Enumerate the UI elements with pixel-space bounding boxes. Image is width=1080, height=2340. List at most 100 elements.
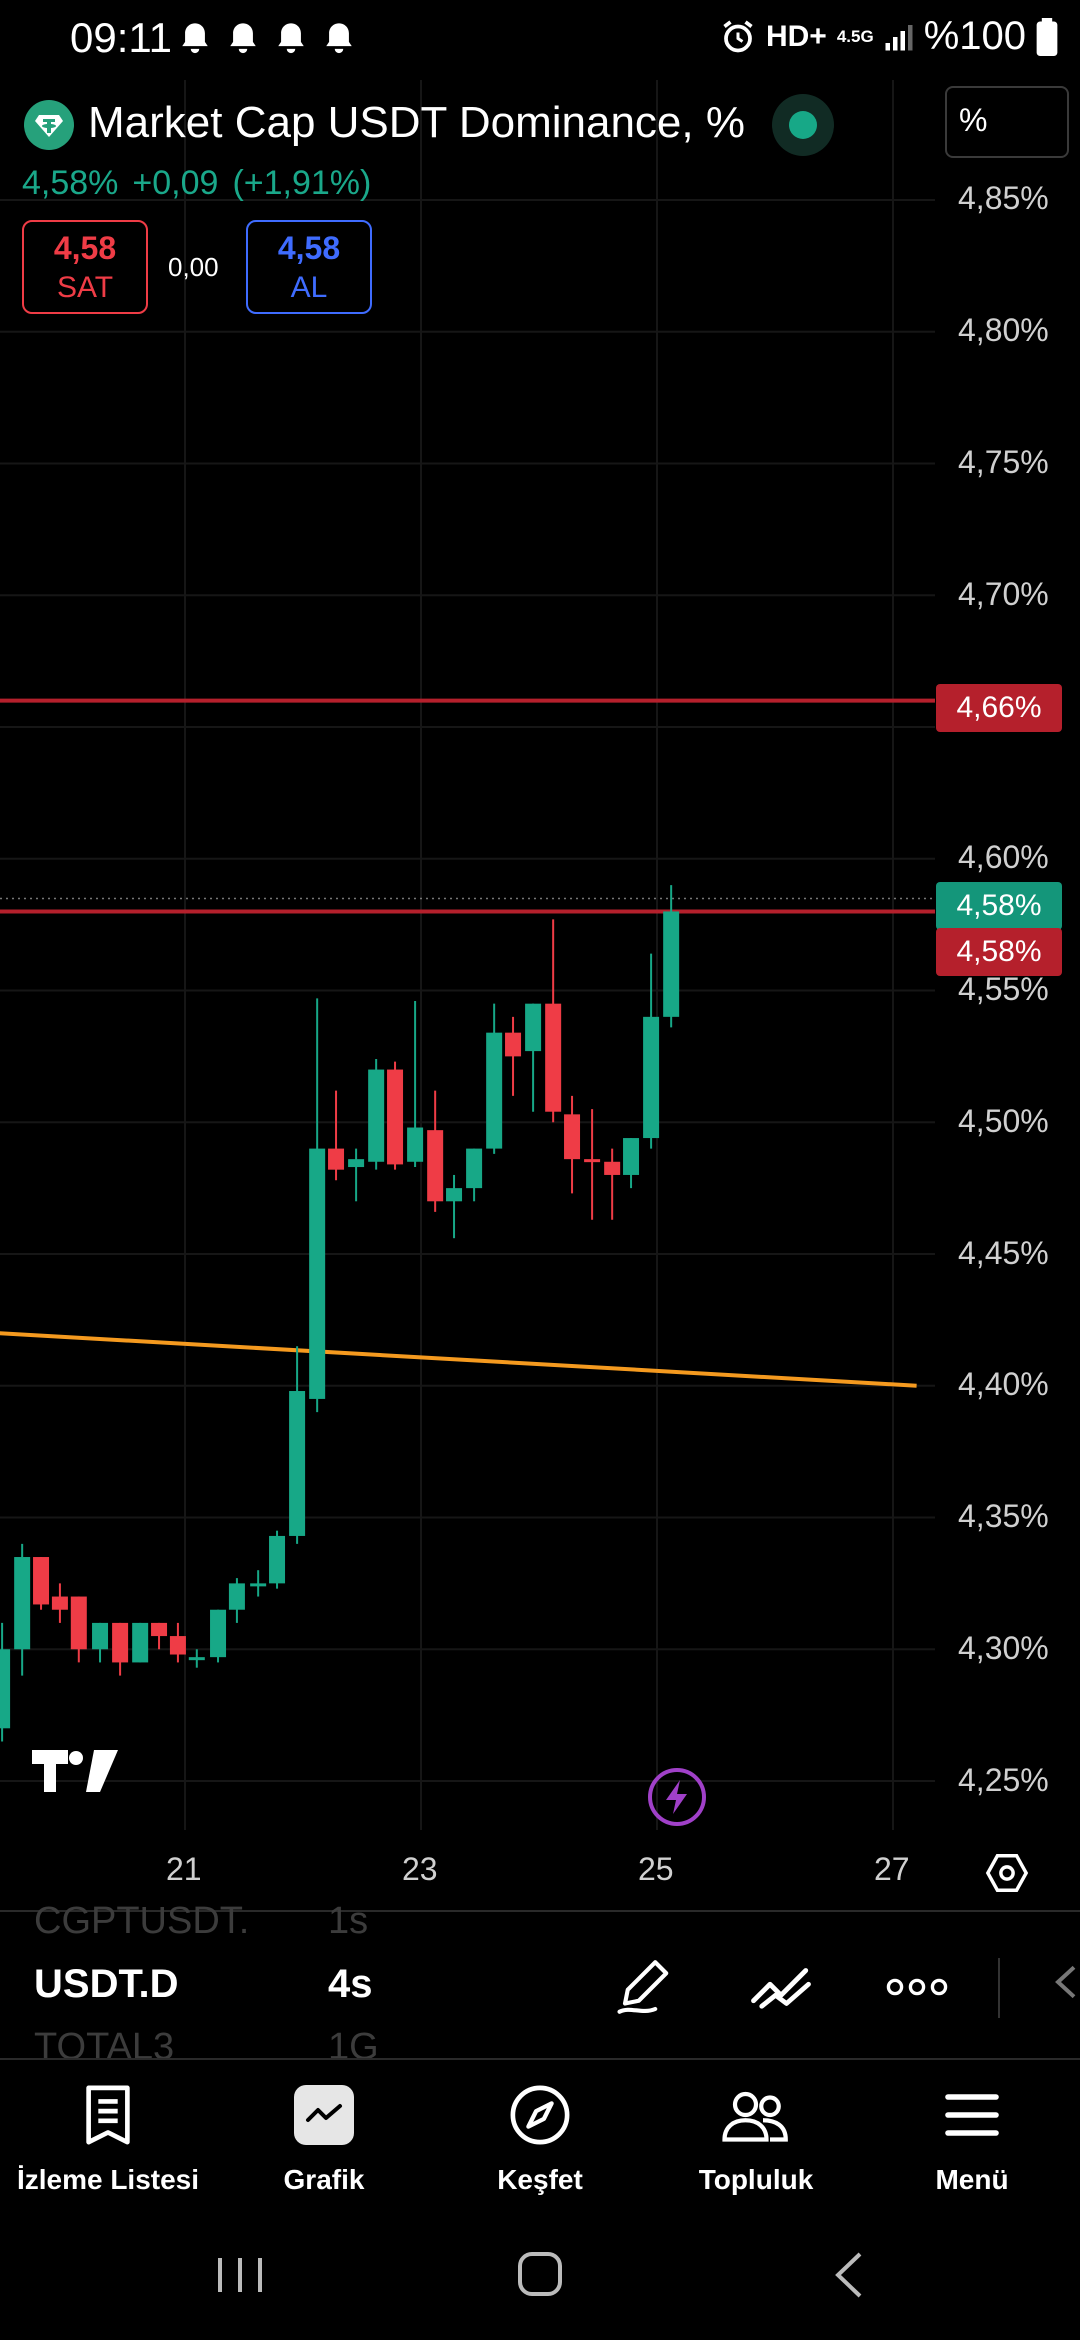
candle-body: [14, 1557, 31, 1650]
candle-body: [92, 1622, 109, 1650]
status-bar: 09:11 HD+ 4.5G %100: [0, 0, 1080, 82]
y-tick-label: 4,45%: [958, 1235, 1049, 1271]
candle-body: [663, 911, 680, 1017]
alarm-icon: [723, 20, 753, 52]
signal-icon: [885, 24, 913, 50]
y-tick-label: 4,35%: [958, 1498, 1049, 1534]
candle-body: [328, 1148, 345, 1170]
watchlist-icon: [86, 2085, 130, 2145]
nav-item-watchlist[interactable]: İzleme Listesi: [0, 2070, 216, 2210]
buy-button[interactable]: 4,58 AL: [246, 220, 372, 314]
picker-prev-symbol[interactable]: CGPTUSDT.: [34, 1900, 250, 1942]
candle-body: [112, 1622, 129, 1663]
sell-button[interactable]: 4,58 SAT: [22, 220, 148, 314]
candle-body: [51, 1596, 68, 1610]
battery-level: %100: [923, 14, 1026, 58]
x-tick-label: 23: [402, 1851, 438, 1887]
buy-price: 4,58: [277, 230, 341, 266]
candle-body: [250, 1583, 267, 1587]
candle-body: [368, 1069, 385, 1162]
candle-body: [486, 1032, 503, 1149]
nav-item-community[interactable]: Topluluk: [648, 2070, 864, 2210]
candle-body: [584, 1159, 601, 1163]
chart-icon: [306, 2104, 342, 2122]
y-tick-label: 4,75%: [958, 444, 1049, 480]
bell-icon: [278, 23, 304, 54]
y-tick-label: 4,25%: [958, 1762, 1049, 1798]
compass-icon: [510, 2085, 570, 2145]
notification-icons: [178, 20, 356, 58]
candle-body: [643, 1016, 660, 1139]
candle-body: [446, 1188, 463, 1202]
candle-body: [289, 1391, 306, 1536]
nav-label: Topluluk: [698, 2164, 814, 2195]
nav-item-menu[interactable]: Menü: [864, 2070, 1080, 2210]
y-tick-label: 4,30%: [958, 1630, 1049, 1666]
candle-body: [604, 1161, 621, 1175]
lightning-icon[interactable]: [646, 1766, 708, 1828]
bell-icon: [326, 23, 352, 54]
picker-current-symbol[interactable]: USDT.D: [34, 1962, 179, 2006]
trendline: [0, 1331, 917, 1388]
candle-body: [228, 1583, 245, 1610]
candle-body: [0, 1649, 11, 1729]
y-tick-label: 4,85%: [958, 180, 1049, 216]
candle-body: [525, 1003, 542, 1052]
tether-logo: [24, 100, 74, 150]
nav-label: Grafik: [283, 2164, 365, 2195]
battery-icon: [1036, 17, 1058, 56]
tradingview-logo: [32, 1750, 118, 1792]
bell-icon: [182, 23, 208, 54]
candle-body: [210, 1609, 227, 1658]
candle-body: [33, 1557, 50, 1605]
pencil-icon[interactable]: [614, 1954, 680, 2020]
price-change: +0,09: [132, 164, 219, 202]
last-price-tag: 4,58%: [936, 882, 1062, 930]
candle-body: [309, 1148, 326, 1399]
alert-line-tag[interactable]: 4,66%: [936, 684, 1062, 732]
picker-next-symbol[interactable]: TOTAL3: [34, 2026, 175, 2068]
chevron-left-icon[interactable]: [1052, 1962, 1080, 2002]
recent-apps-icon[interactable]: [190, 2240, 290, 2310]
candle-body: [151, 1622, 168, 1637]
y-tick-label: 4,50%: [958, 1103, 1049, 1139]
picker-next-interval[interactable]: 1G: [328, 2026, 379, 2068]
candle-body: [348, 1159, 365, 1168]
market-status-indicator[interactable]: [772, 94, 834, 156]
nav-label: Menü: [935, 2164, 1009, 2195]
spread-value: 0,00: [168, 252, 219, 282]
nav-item-explore[interactable]: Keşfet: [432, 2070, 648, 2210]
price-summary: 4,58% +0,09 (+1,91%): [22, 164, 385, 203]
picker-current-interval[interactable]: 4s: [328, 1962, 373, 2006]
status-time: 09:11: [70, 14, 172, 61]
x-tick-label: 25: [638, 1851, 674, 1887]
y-tick-label: 4,80%: [958, 312, 1049, 348]
nav-label: İzleme Listesi: [16, 2164, 200, 2195]
picker-prev-interval[interactable]: 1s: [328, 1900, 369, 1942]
alert-line-tag[interactable]: 4,58%: [936, 928, 1062, 976]
sell-label: SAT: [56, 271, 114, 304]
chart-settings-icon[interactable]: [984, 1850, 1030, 1896]
y-tick-label: 4,60%: [958, 839, 1049, 875]
net-type-label: 4.5G: [836, 26, 874, 46]
network-label: HD+: [765, 19, 827, 53]
back-icon[interactable]: [800, 2240, 900, 2310]
x-tick-label: 21: [166, 1851, 202, 1887]
trend-tools-icon[interactable]: [748, 1954, 814, 2020]
symbol-title[interactable]: Market Cap USDT Dominance, %: [88, 98, 745, 147]
candle-body: [623, 1138, 640, 1175]
unit-toggle-button[interactable]: %: [945, 86, 1069, 158]
x-tick-label: 27: [874, 1851, 910, 1887]
candle-body: [188, 1657, 205, 1661]
nav-item-chart[interactable]: Grafik: [216, 2070, 432, 2210]
toolbar-separator: [998, 1958, 1000, 2018]
price-change-pct: (+1,91%): [232, 164, 372, 202]
menu-icon: [945, 2094, 999, 2136]
y-tick-label: 4,40%: [958, 1366, 1049, 1402]
home-icon[interactable]: [490, 2240, 590, 2310]
tether-icon: [35, 115, 63, 137]
more-icon[interactable]: [884, 1954, 950, 2020]
candle-body: [387, 1069, 404, 1165]
candle-body: [407, 1127, 424, 1162]
